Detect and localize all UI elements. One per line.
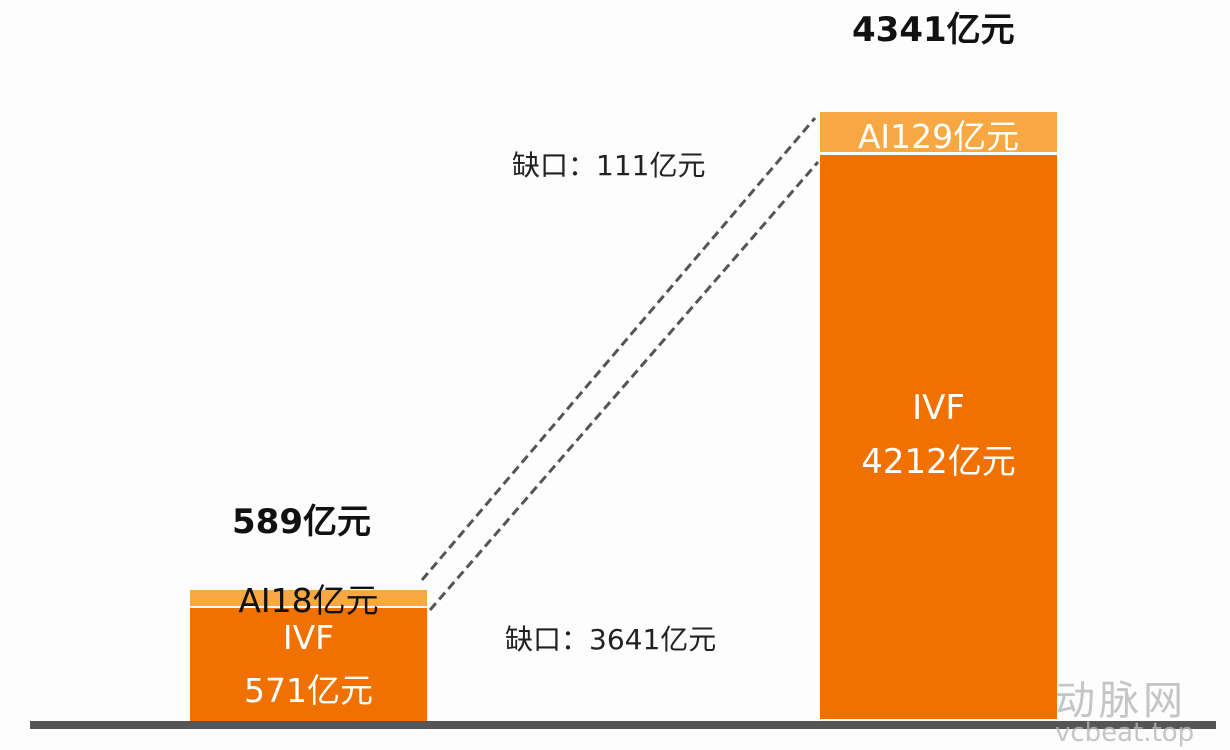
watermark-text: 动脉网 (1055, 678, 1187, 724)
label-left-ivf-name: IVF (282, 618, 335, 657)
bar-left-ivf (190, 608, 427, 721)
gap-label-ivf: 缺口：3641亿元 (505, 623, 717, 656)
label-right-ai: AI129亿元 (857, 117, 1020, 156)
label-left-ivf-value: 571亿元 (244, 671, 373, 710)
baseline-axis (30, 721, 1216, 729)
label-right-ivf-name: IVF (912, 388, 965, 428)
total-left: 589亿元 (232, 502, 371, 542)
watermark-logo: 动脉网 vcbeat.top (985, 668, 1194, 748)
label-right-ivf-value: 4212亿元 (861, 442, 1016, 482)
watermark-sub: vcbeat.top (1055, 718, 1195, 748)
connector-ivf (428, 161, 820, 611)
bar-right-ai (820, 112, 1057, 152)
bar-right-ivf (820, 155, 1057, 719)
label-left-ai: AI18亿元 (238, 581, 379, 620)
gap-label-ai: 缺口：111亿元 (512, 149, 706, 182)
bar-left-ai (190, 590, 427, 606)
connector-ai (420, 117, 817, 581)
total-right: 4341亿元 (852, 10, 1015, 50)
